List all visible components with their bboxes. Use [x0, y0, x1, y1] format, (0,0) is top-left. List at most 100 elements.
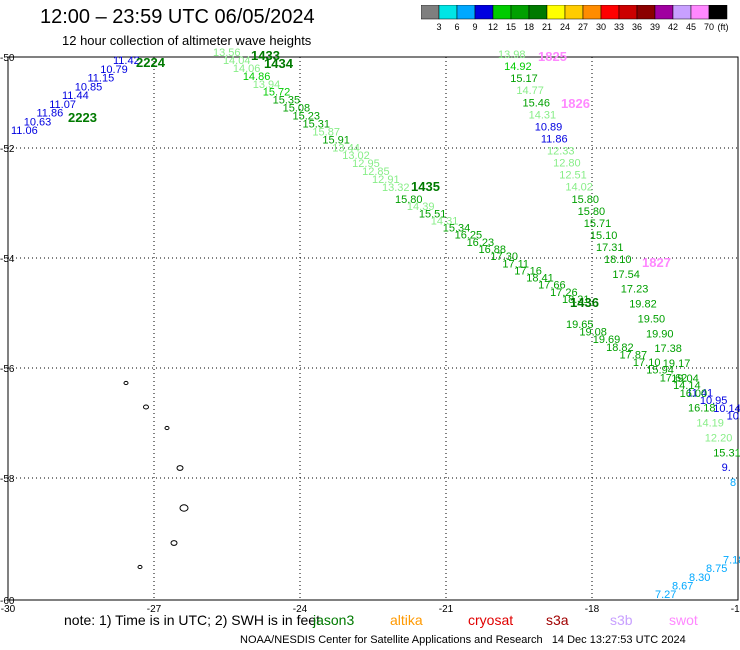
colorbar-tick-label: 21 — [542, 22, 552, 32]
wave-height-label: 15.80 — [395, 194, 423, 206]
wave-height-label: 18.41 — [526, 273, 554, 285]
wave-height-label: 19.82 — [629, 299, 657, 311]
island-outline — [123, 380, 129, 386]
lon-tick-label: -24 — [293, 604, 308, 615]
satellite-legend-item: altika — [390, 612, 423, 628]
colorbar-swatch — [618, 5, 638, 20]
island-outline — [176, 465, 184, 471]
wave-height-label: 14.92 — [504, 61, 532, 73]
lon-tick-label: -30 — [1, 604, 16, 615]
wave-height-label: 15.17 — [510, 73, 538, 85]
colorbar-tick-label: 45 — [686, 22, 696, 32]
wave-height-label: 14.14 — [673, 380, 701, 392]
wave-height-label: 12.95 — [352, 158, 380, 170]
wave-height-label: 13.94 — [253, 79, 281, 91]
wave-height-label: 7.18 — [723, 555, 740, 567]
wave-height-label: 17.10 — [633, 357, 661, 369]
pass-time-label: 1827 — [642, 255, 671, 270]
wave-height-label: 8.75 — [706, 563, 727, 575]
wave-height-label: 14.86 — [243, 71, 271, 83]
wave-height-label: 8.67 — [672, 580, 693, 592]
satellite-track: 18.10 17.54 17.23 19.82 19.50 19.90 17.38 19.17… — [604, 254, 740, 489]
pass-time-label: 2224 — [136, 55, 166, 70]
wave-height-label: 13.02 — [342, 150, 370, 162]
wave-height-label: 15.91 — [322, 134, 350, 146]
satellite-track: 2223 — [68, 110, 97, 125]
pass-time-label: 1433 — [251, 48, 280, 63]
wave-height-label: 8 — [730, 477, 736, 489]
pass-time-label: 1825 — [538, 49, 567, 64]
wave-height-label: 14.39 — [407, 201, 435, 213]
wave-height-label: 15.23 — [293, 111, 321, 123]
satellite-legend-item: jason3 — [313, 612, 355, 628]
wave-height-label: 15.31 — [713, 447, 740, 459]
wave-height-label: 15.08 — [283, 103, 311, 115]
colorbar-swatch — [510, 5, 530, 20]
wave-height-label: 11.41 — [686, 388, 713, 400]
satellite-track: 1826 — [561, 96, 590, 111]
pass-time-label: 1434 — [264, 56, 294, 71]
page-title: 12:00 – 23:59 UTC 06/05/2024 — [40, 6, 315, 28]
wave-height-label: 18.10 — [604, 254, 632, 266]
wave-height-label: 19.50 — [638, 313, 666, 325]
wave-height-label: 14.04 — [223, 55, 251, 67]
colorbar-tick-label: 24 — [560, 22, 570, 32]
wave-height-label: 15.80 — [572, 194, 600, 206]
wave-height-label: 7.27 — [655, 589, 676, 601]
lat-tick-label: -52 — [0, 144, 15, 155]
wave-height-label: 19.69 — [593, 334, 621, 346]
wave-height-label: 17.31 — [596, 242, 624, 254]
lon-tick-label: -27 — [147, 604, 162, 615]
satellite-track: 13.9814.9215.1714.7715.4614.3110.8911.86… — [498, 49, 624, 254]
wave-height-label: 17.23 — [621, 284, 649, 296]
colorbar-swatch — [492, 5, 512, 20]
wave-height-label: 10.95 — [700, 395, 728, 407]
island-outline — [170, 540, 178, 546]
island-outline — [164, 425, 170, 431]
colorbar-swatch — [708, 5, 728, 20]
wave-height-label: 17.54 — [612, 269, 640, 281]
wave-height-label: 15.94 — [646, 365, 674, 377]
wave-height-label: 16.25 — [455, 230, 483, 242]
satellite-track: 1433 — [251, 48, 280, 63]
wave-height-label: 19.04 — [671, 373, 699, 385]
wave-height-label: 17.30 — [490, 251, 518, 263]
wave-height-label: 17.62 — [660, 372, 688, 384]
wave-height-label: 15.87 — [312, 126, 340, 138]
wave-height-label: 17.87 — [620, 349, 648, 361]
colorbar-swatch — [600, 5, 620, 20]
lon-tick-label: -21 — [439, 604, 454, 615]
colorbar-tick-label: 6 — [454, 22, 459, 32]
wave-height-label: 14.06 — [233, 63, 261, 75]
satellite-track: 15.8014.3915.5114.3115.3416.2516.2316.88… — [395, 179, 590, 306]
satellite-legend-item: cryosat — [468, 612, 514, 628]
wave-height-label: 19.08 — [579, 327, 607, 339]
wave-height-label: 18.31 — [562, 294, 590, 306]
satellite-track: 11.4210.7911.1510.8511.4411.0711.8610.63… — [11, 55, 166, 137]
footer-credit: NOAA/NESDIS Center for Satellite Applica… — [240, 634, 686, 646]
wave-height-label: 14.77 — [516, 85, 544, 97]
wave-height-label: 15.72 — [263, 87, 291, 99]
wave-height-label: 13.44 — [332, 142, 360, 154]
wave-height-label: 10.52 — [727, 410, 740, 422]
colorbar-swatch — [546, 5, 566, 20]
lat-tick-label: -54 — [0, 254, 15, 265]
lat-tick-label: -60 — [0, 596, 15, 607]
wave-height-label: 12.91 — [372, 174, 400, 186]
wave-height-label: 13.56 — [213, 47, 241, 59]
colorbar-swatch — [438, 5, 458, 20]
lat-tick-label: -50 — [0, 53, 15, 64]
colorbar-swatch — [636, 5, 656, 20]
colorbar-swatch — [672, 5, 692, 20]
wave-height-label: 14.19 — [696, 418, 724, 430]
wave-height-label: 13.32 — [382, 182, 410, 194]
wave-height-label: 12.20 — [705, 432, 733, 444]
colorbar-tick-label: 33 — [614, 22, 624, 32]
wave-height-label: 12.80 — [553, 158, 581, 170]
wave-height-label: 18.82 — [606, 342, 634, 354]
pass-time-label: 1826 — [561, 96, 590, 111]
wave-height-label: 15.10 — [590, 230, 618, 242]
wave-height-label: 8.30 — [689, 572, 710, 584]
colorbar-swatch — [582, 5, 602, 20]
